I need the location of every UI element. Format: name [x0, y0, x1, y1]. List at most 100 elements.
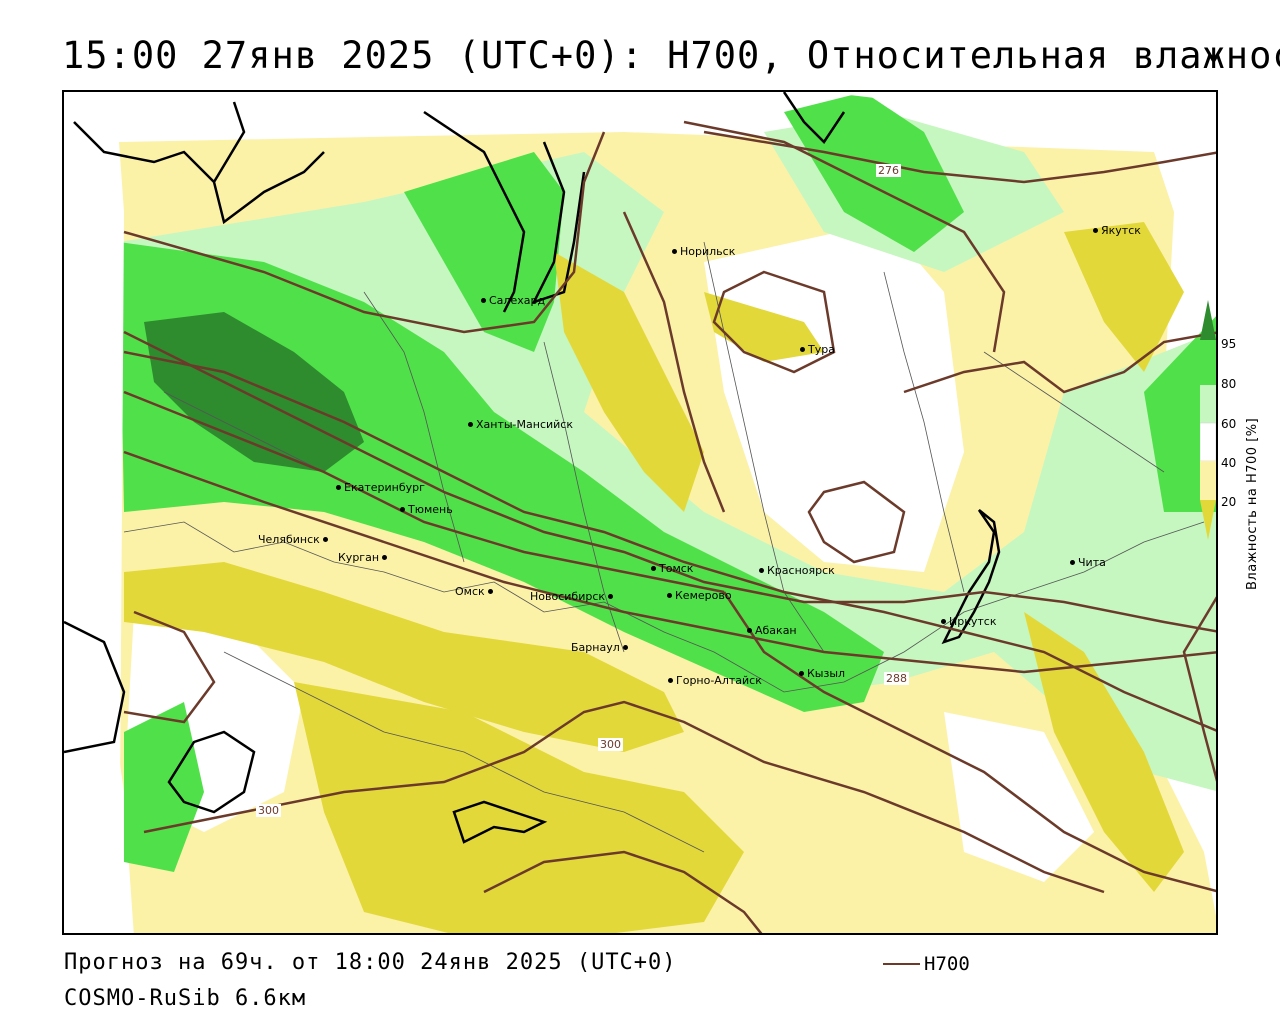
city-marker[interactable]: Екатеринбург	[336, 481, 425, 494]
city-marker[interactable]: Иркутск	[941, 615, 996, 628]
h700-contour-line	[483, 850, 763, 933]
city-label: Красноярск	[767, 564, 835, 577]
city-label: Барнаул	[571, 641, 620, 654]
map-domain-edge	[1174, 142, 1216, 310]
h700-contour-line	[123, 390, 725, 594]
contour-label: 276	[876, 164, 901, 177]
city-dot-icon	[400, 507, 405, 512]
city-dot-icon	[487, 589, 493, 594]
city-marker[interactable]: Красноярск	[759, 564, 835, 577]
city-marker[interactable]: Ханты-Мансийск	[468, 418, 573, 431]
humidity-area-80-95	[404, 152, 564, 352]
weather-map[interactable]: 276 288 300 300 Норильск Якутск Салехард…	[62, 90, 1218, 935]
city-label: Екатеринбург	[344, 481, 425, 494]
colorbar-swatch-40	[1200, 422, 1216, 462]
city-label: Новосибирск	[530, 590, 606, 603]
city-dot-icon	[322, 537, 328, 542]
humidity-area-80-95	[124, 702, 204, 872]
city-marker[interactable]: Якутск	[1093, 224, 1141, 237]
colorbar-title: Влажность на H700 [%]	[1245, 417, 1260, 590]
colorbar-tick: 20	[1221, 495, 1237, 509]
humidity-area-below-20	[1064, 222, 1184, 372]
colorbar-tick: 95	[1221, 337, 1237, 351]
city-label: Горно-Алтайск	[676, 674, 762, 687]
h700-contour-line	[703, 130, 1216, 184]
h700-legend-label: H700	[924, 953, 970, 975]
city-dot-icon	[672, 249, 677, 254]
city-marker[interactable]: Омск	[455, 585, 496, 598]
humidity-area-80-95	[1144, 316, 1216, 512]
city-dot-icon	[1070, 560, 1075, 565]
city-label: Курган	[338, 551, 380, 564]
admin-boundaries	[123, 241, 1205, 853]
humidity-area-below-20	[1024, 612, 1184, 892]
humidity-area-80-95	[119, 242, 884, 712]
city-marker[interactable]: Тюмень	[400, 503, 453, 516]
colorbar-tick: 60	[1221, 417, 1237, 431]
h700-contour-line	[123, 330, 1216, 633]
humidity-field	[64, 92, 1216, 933]
h700-contour-line	[712, 270, 836, 374]
city-label: Челябинск	[258, 533, 320, 546]
colorbar-swatch-60	[1200, 385, 1216, 423]
h700-contour-line	[123, 610, 216, 724]
city-marker[interactable]: Новосибирск	[530, 590, 616, 603]
city-dot-icon	[941, 619, 946, 624]
colorbar-tick: 80	[1221, 377, 1237, 391]
city-label: Чита	[1078, 556, 1106, 569]
humidity-area-80-95	[784, 92, 964, 252]
city-dot-icon	[1093, 228, 1098, 233]
city-dot-icon	[608, 594, 614, 599]
city-marker[interactable]: Абакан	[747, 624, 797, 637]
city-dot-icon	[622, 645, 628, 650]
city-dot-icon	[759, 568, 764, 573]
map-domain-edge	[64, 142, 124, 933]
city-label: Абакан	[755, 624, 797, 637]
h700-contour-line	[683, 120, 1006, 353]
h700-contour-line	[622, 211, 726, 513]
forecast-info: Прогноз на 69ч. от 18:00 24янв 2025 (UTC…	[64, 950, 677, 975]
h700-contour-line	[123, 350, 1216, 732]
city-label: Иркутск	[949, 615, 997, 628]
city-marker[interactable]: Кемерово	[667, 589, 732, 602]
humidity-colorbar	[1200, 300, 1216, 540]
city-marker[interactable]: Чита	[1070, 556, 1106, 569]
coastline	[64, 92, 1001, 844]
city-dot-icon	[481, 298, 486, 303]
model-name: COSMO-RuSib 6.6км	[64, 986, 307, 1011]
city-marker[interactable]: Тура	[800, 343, 835, 356]
h700-contour-line	[903, 331, 1216, 394]
city-label: Тура	[808, 343, 835, 356]
city-dot-icon	[382, 555, 388, 560]
h700-contour-line	[1182, 596, 1216, 782]
city-dot-icon	[800, 347, 805, 352]
city-label: Томск	[659, 562, 694, 575]
contour-label: 300	[598, 738, 623, 751]
city-dot-icon	[667, 593, 672, 598]
city-label: Норильск	[680, 245, 736, 258]
h700-contour-line	[123, 450, 1216, 674]
city-marker[interactable]: Челябинск	[258, 533, 331, 546]
city-marker[interactable]: Кызыл	[799, 667, 845, 680]
city-label: Якутск	[1101, 224, 1141, 237]
map-domain-edge	[64, 92, 1216, 152]
city-marker[interactable]: Салехард	[481, 294, 545, 307]
colorbar-swatch-80	[1200, 340, 1216, 385]
city-marker[interactable]: Томск	[651, 562, 693, 575]
city-dot-icon	[336, 485, 341, 490]
city-marker[interactable]: Барнаул	[571, 641, 631, 654]
h700-contour-line	[143, 700, 1105, 894]
colorbar-swatch-0	[1200, 500, 1216, 540]
contour-label: 300	[256, 804, 281, 817]
contour-label: 288	[884, 672, 909, 685]
city-dot-icon	[651, 566, 656, 571]
city-marker[interactable]: Горно-Алтайск	[668, 674, 762, 687]
h700-legend-line-icon	[883, 963, 920, 965]
colorbar-tick: 40	[1221, 456, 1237, 470]
city-marker[interactable]: Норильск	[672, 245, 735, 258]
humidity-area-below-20	[294, 682, 744, 933]
humidity-area-60-80	[119, 152, 1216, 791]
map-title: 15:00 27янв 2025 (UTC+0): H700, Относите…	[62, 34, 1280, 77]
city-label: Кемерово	[675, 589, 732, 602]
city-marker[interactable]: Курган	[338, 551, 390, 564]
